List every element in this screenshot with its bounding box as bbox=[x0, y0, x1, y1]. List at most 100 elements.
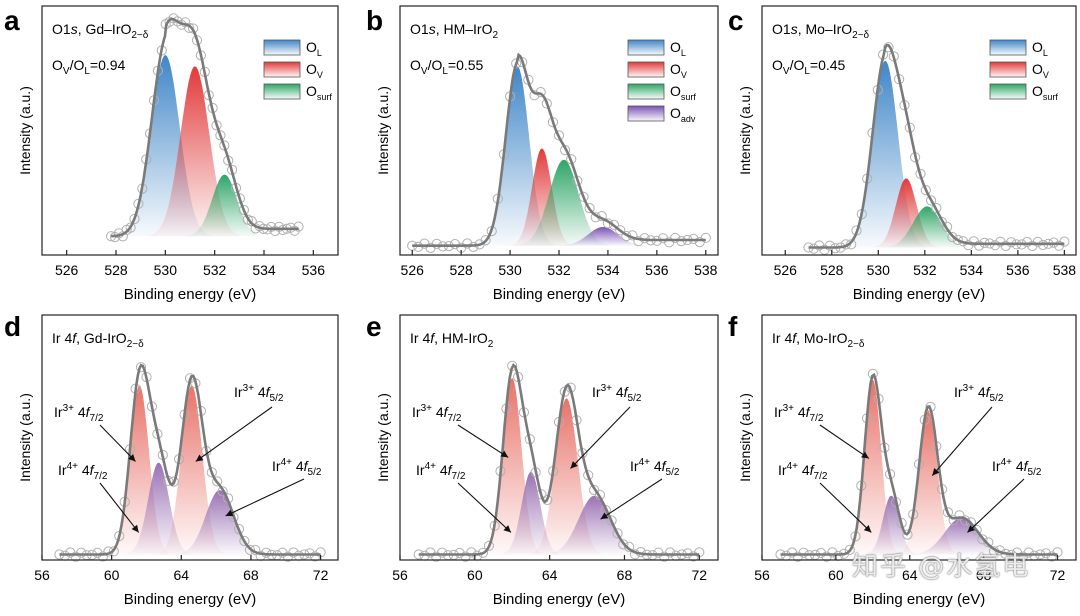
raw-data-point bbox=[615, 225, 626, 236]
annotation-arrow-line bbox=[819, 482, 872, 533]
raw-data-point bbox=[184, 22, 195, 33]
raw-data-point bbox=[483, 540, 494, 551]
raw-data-point bbox=[449, 239, 461, 250]
annotation-arrow-line bbox=[457, 424, 509, 458]
raw-data-point bbox=[125, 222, 136, 233]
raw-data-point bbox=[76, 547, 87, 558]
raw-data-point bbox=[583, 470, 594, 481]
raw-data-point bbox=[983, 537, 994, 548]
legend-label: OV bbox=[306, 61, 323, 80]
annotation-arrow-line bbox=[967, 478, 1025, 533]
raw-data-point bbox=[926, 195, 937, 206]
peak-annotation: Ir3+ 4f7/2 bbox=[412, 403, 462, 424]
raw-data-point bbox=[480, 235, 491, 246]
x-tick-label: 534 bbox=[252, 262, 276, 278]
x-tick-label: 60 bbox=[467, 567, 483, 583]
raw-data-point bbox=[462, 238, 473, 249]
raw-data-point bbox=[529, 90, 540, 101]
raw-data-point bbox=[1032, 236, 1043, 247]
raw-data-point bbox=[954, 510, 965, 521]
peak-Ir4-1 bbox=[864, 495, 918, 555]
panel-letter: f bbox=[728, 311, 738, 342]
legend-swatch-OL bbox=[263, 39, 301, 56]
raw-data-point bbox=[1006, 237, 1017, 248]
raw-data-point bbox=[974, 240, 985, 251]
annotation-arrow-line bbox=[99, 424, 136, 462]
panel-c: 526 528 530 532 534 536 538 Binding energy (eV)… bbox=[728, 5, 1077, 303]
raw-data-point bbox=[466, 547, 477, 558]
legend-label: OV bbox=[1032, 61, 1049, 80]
x-tick-label: 534 bbox=[960, 262, 984, 278]
raw-data-point bbox=[541, 98, 552, 109]
legend-swatch-OV bbox=[627, 61, 665, 78]
raw-data-point bbox=[212, 476, 223, 487]
raw-data-point bbox=[431, 238, 442, 249]
peak-annotation: Ir4+ 4f7/2 bbox=[416, 461, 466, 482]
x-tick-label: 538 bbox=[694, 262, 718, 278]
x-tick-label: 528 bbox=[449, 262, 473, 278]
x-tick-label: 56 bbox=[392, 567, 408, 583]
annotation-arrow-line bbox=[99, 482, 140, 533]
peak-annotation: Ir4+ 4f5/2 bbox=[630, 457, 680, 478]
fit-envelope-line bbox=[59, 363, 321, 556]
annotation-arrow-head bbox=[131, 524, 139, 533]
y-axis-label: Intensity (a.u.) bbox=[17, 393, 33, 482]
x-tick-label: 530 bbox=[498, 262, 522, 278]
x-axis-label: Binding energy (eV) bbox=[124, 591, 257, 608]
x-tick-label: 532 bbox=[547, 262, 571, 278]
ov-ol-ratio: OV/OL=0.45 bbox=[772, 57, 846, 77]
peak-annotation: Ir4+ 4f5/2 bbox=[272, 457, 322, 478]
raw-data-point bbox=[454, 547, 465, 559]
x-tick-label: 526 bbox=[401, 262, 425, 278]
x-tick-label: 72 bbox=[313, 567, 329, 583]
panel-title: O1s, Gd–IrO2−δ bbox=[52, 21, 149, 41]
y-axis-label: Intensity (a.u.) bbox=[375, 86, 391, 175]
y-axis-label: Intensity (a.u.) bbox=[17, 86, 33, 175]
raw-data-point bbox=[191, 35, 203, 46]
x-tick-label: 526 bbox=[55, 262, 79, 278]
peak-annotation: Ir3+ 4f5/2 bbox=[954, 383, 1004, 404]
raw-data-point bbox=[109, 232, 121, 243]
raw-data-point bbox=[963, 240, 974, 251]
raw-data-point bbox=[952, 234, 963, 245]
annotation-arrow-head bbox=[570, 461, 578, 469]
raw-data-point bbox=[477, 547, 489, 558]
raw-data-point bbox=[947, 232, 958, 243]
panel-title: O1s, HM–IrO2 bbox=[410, 21, 498, 41]
raw-data-point bbox=[824, 240, 835, 251]
x-tick-label: 72 bbox=[1050, 567, 1066, 583]
raw-data-point bbox=[288, 547, 299, 558]
peak-annotation: Ir4+ 4f7/2 bbox=[58, 461, 108, 482]
raw-data-point bbox=[612, 528, 623, 539]
raw-data-point bbox=[670, 232, 681, 244]
annotation-arrow-head bbox=[500, 450, 509, 458]
raw-data-point bbox=[815, 547, 827, 559]
x-axis-label: Binding energy (eV) bbox=[853, 286, 986, 303]
peak-annotation: Ir3+ 4f5/2 bbox=[234, 383, 284, 404]
watermark-text: 知乎 @水氢电 bbox=[852, 552, 1031, 582]
legend-label: Oadv bbox=[670, 105, 696, 124]
raw-data-point bbox=[129, 213, 140, 225]
panel-title: Ir 4f, Gd-IrO2−δ bbox=[52, 330, 144, 350]
x-tick-label: 530 bbox=[154, 262, 178, 278]
raw-data-point bbox=[977, 534, 988, 545]
peak-annotation: Ir4+ 4f5/2 bbox=[992, 457, 1042, 478]
y-axis-label: Intensity (a.u.) bbox=[737, 393, 753, 482]
annotation-arrow-head bbox=[195, 454, 204, 462]
raw-data-point bbox=[584, 203, 595, 214]
panel-letter: a bbox=[4, 5, 20, 36]
peak-annotation: Ir4+ 4f7/2 bbox=[778, 461, 828, 482]
raw-data-point bbox=[70, 551, 81, 562]
raw-data-point bbox=[665, 547, 676, 558]
fit-envelope-line bbox=[110, 17, 299, 238]
raw-data-point bbox=[511, 58, 522, 69]
raw-data-point bbox=[633, 236, 644, 247]
plot-frame bbox=[399, 314, 719, 561]
raw-data-point bbox=[277, 547, 288, 558]
panel-title: Ir 4f, Mo-IrO2−δ bbox=[772, 330, 865, 350]
annotation-arrow-line bbox=[457, 482, 512, 533]
annotation-arrow-head bbox=[863, 525, 872, 533]
raw-data-point bbox=[188, 23, 199, 34]
legend-swatch-Osurf bbox=[989, 83, 1027, 100]
